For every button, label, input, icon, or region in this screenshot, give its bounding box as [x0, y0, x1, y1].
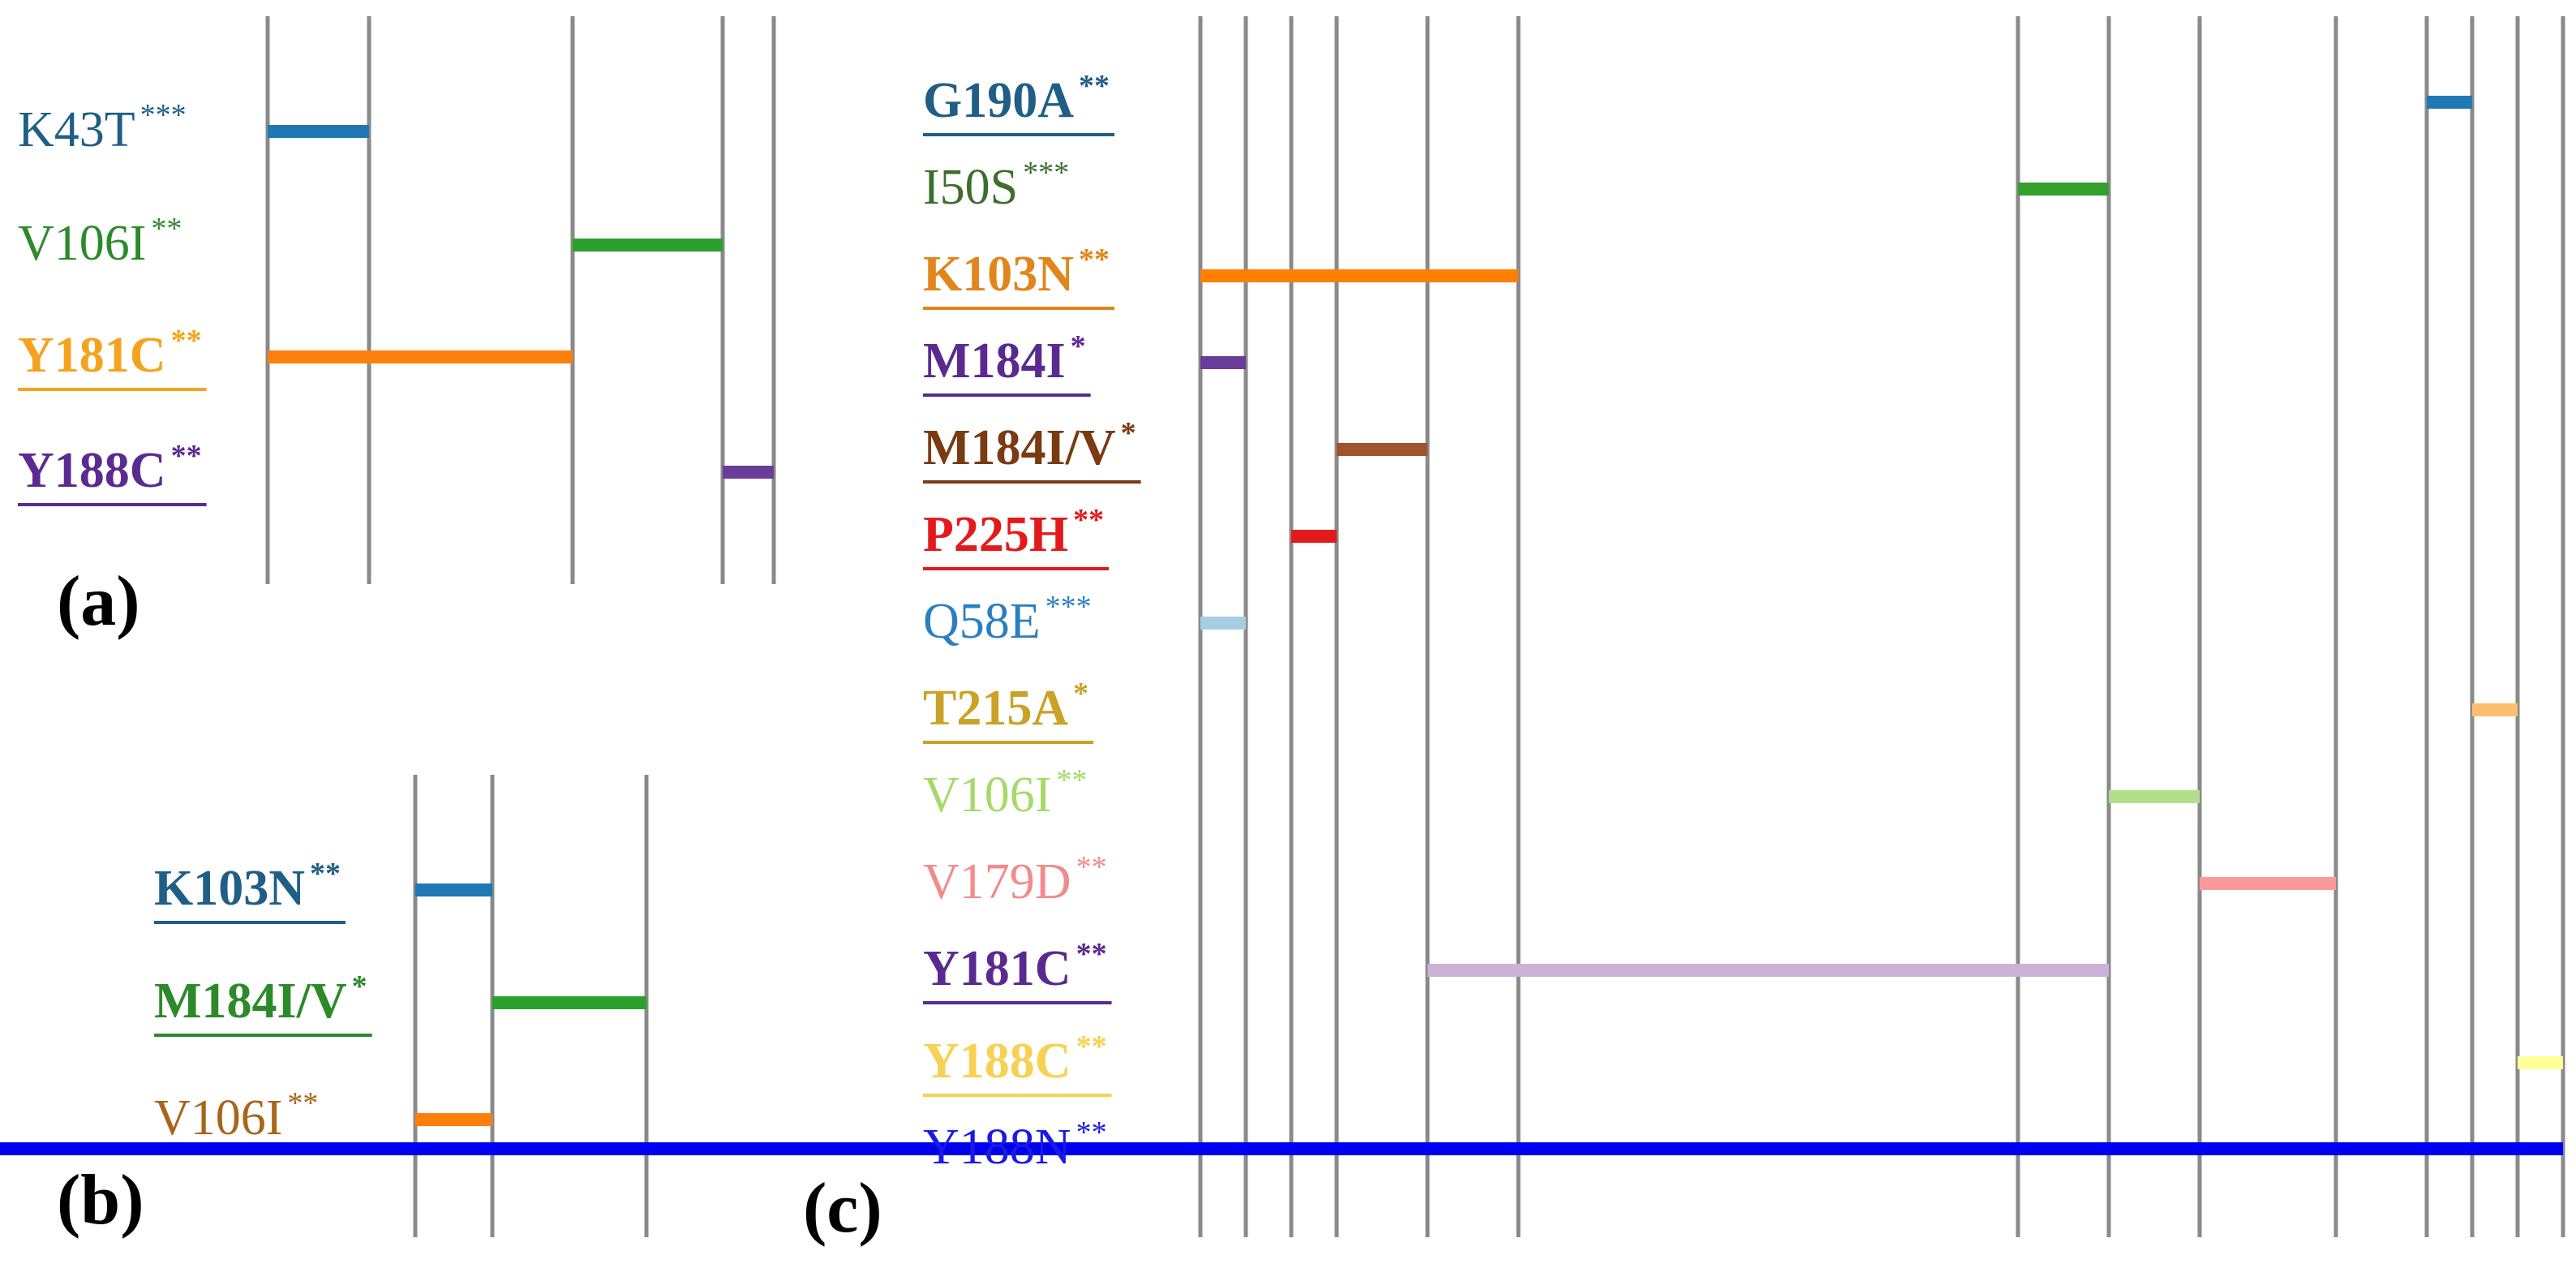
mutation-label: M184I *: [923, 329, 1086, 389]
significance-marker: *: [1073, 677, 1088, 711]
mutation-label: Y181C **: [923, 937, 1107, 996]
mutation-name: K43T: [18, 102, 135, 157]
significance-marker: **: [1056, 763, 1087, 798]
mutation-name: V179D: [923, 854, 1071, 909]
significance-marker: **: [1076, 850, 1107, 884]
mutation-label: Y188C **: [923, 1030, 1107, 1089]
mutation-name: M184I: [923, 333, 1066, 389]
mutation-name: Y181C: [923, 941, 1071, 996]
mutation-label: T215A *: [923, 677, 1088, 736]
mutation-name: V106I: [923, 767, 1051, 823]
significance-marker: **: [1079, 243, 1110, 277]
significance-marker: ***: [1045, 590, 1092, 624]
mutation-label: V106I **: [923, 763, 1087, 823]
mutation-name: Q58E: [923, 594, 1041, 649]
mutation-label: I50S ***: [923, 156, 1069, 215]
mutation-name: P225H: [923, 507, 1068, 562]
significance-marker: **: [1076, 937, 1107, 971]
mutation-name: Y188C: [18, 443, 166, 498]
significance-marker: **: [287, 1086, 318, 1120]
mutation-name: Y181C: [18, 328, 166, 383]
significance-marker: **: [310, 857, 341, 891]
panel-letter: (b): [57, 1161, 144, 1240]
mutation-label: P225H **: [923, 503, 1104, 562]
significance-marker: **: [171, 439, 202, 473]
panel-b: K103N **M184I/V *V106I **(b): [57, 775, 649, 1240]
mutation-label: Y181C **: [18, 324, 202, 383]
mutation-name: K103N: [923, 247, 1074, 302]
significance-marker: *: [1071, 329, 1086, 363]
mutation-name: M184I/V: [154, 974, 347, 1029]
significance-marker: ***: [1023, 156, 1069, 190]
mutation-label: K103N **: [154, 857, 341, 916]
panel-letter: (c): [803, 1169, 882, 1248]
mutation-label: Y188N **: [923, 1116, 1107, 1175]
significance-marker: *: [352, 969, 367, 1004]
significance-marker: **: [151, 212, 182, 246]
mutation-label: M184I/V *: [923, 416, 1136, 475]
mutation-label: Q58E ***: [923, 590, 1092, 649]
mutation-name: G190A: [923, 73, 1074, 128]
significance-marker: **: [1073, 503, 1104, 537]
significance-marker: **: [1076, 1116, 1107, 1150]
significance-marker: **: [171, 324, 202, 358]
mutation-name: K103N: [154, 861, 305, 916]
mutation-name: M184I/V: [923, 420, 1116, 475]
mutation-label: V106I **: [154, 1086, 318, 1146]
significance-marker: *: [1121, 416, 1136, 450]
mutation-label: K103N **: [923, 243, 1110, 302]
significance-marker: ***: [140, 98, 187, 132]
mutation-label: K43T ***: [18, 98, 187, 157]
mutation-name: T215A: [923, 681, 1068, 736]
mutation-name: Y188C: [923, 1034, 1071, 1089]
mutation-name: V106I: [18, 216, 146, 271]
mutation-label: V106I **: [18, 212, 182, 271]
mutation-label: Y188C **: [18, 439, 202, 498]
panel-letter: (a): [57, 562, 140, 641]
mutation-name: V106I: [154, 1090, 282, 1146]
panel-a: K43T ***V106I **Y181C **Y188C **(a): [18, 16, 776, 641]
mutation-label: M184I/V *: [154, 969, 367, 1029]
mutation-name: I50S: [923, 160, 1018, 215]
mutation-label: V179D **: [923, 850, 1107, 909]
significance-marker: **: [1076, 1030, 1107, 1064]
panel-c: G190A **I50S ***K103N **M184I *M184I/V *P225H…: [0, 16, 2565, 1248]
significance-marker: **: [1079, 69, 1110, 103]
mutation-label: G190A **: [923, 69, 1110, 128]
mutation-name: Y188N: [923, 1120, 1071, 1175]
